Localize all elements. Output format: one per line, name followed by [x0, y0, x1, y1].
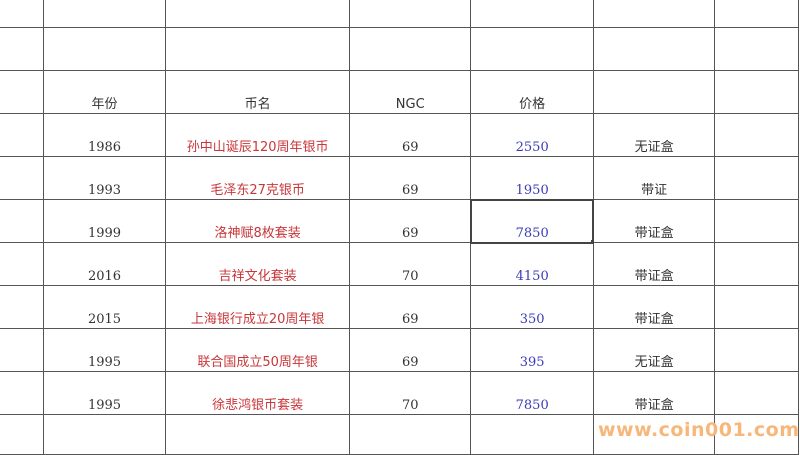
cell-price[interactable]: 1950: [470, 156, 594, 200]
cell[interactable]: [165, 414, 350, 455]
cell[interactable]: [714, 156, 799, 200]
cell[interactable]: [470, 414, 594, 455]
cell[interactable]: [714, 113, 799, 157]
cell-ngc[interactable]: 69: [348, 113, 472, 157]
table-row: 1993 毛泽东27克银币 69 1950 带证: [0, 156, 799, 200]
cell[interactable]: [0, 113, 44, 157]
cell-name[interactable]: 洛神赋8枚套装: [165, 199, 350, 243]
cell[interactable]: [348, 414, 472, 455]
cell-ngc[interactable]: 70: [348, 242, 472, 286]
cell-name[interactable]: 上海银行成立20周年银: [165, 285, 350, 329]
cell-price[interactable]: 2550: [470, 113, 594, 157]
header-ngc[interactable]: NGC: [348, 70, 472, 114]
cell-year[interactable]: 1995: [42, 371, 167, 415]
cell-year[interactable]: 1999: [42, 199, 167, 243]
cell[interactable]: [42, 414, 167, 455]
cell[interactable]: [0, 199, 44, 243]
cell-box[interactable]: 带证盒: [592, 285, 716, 329]
table-row: 1995 联合国成立50周年银 69 395 无证盒: [0, 328, 799, 372]
cell[interactable]: [0, 414, 44, 455]
cell-price[interactable]: 4150: [470, 242, 594, 286]
header-box[interactable]: [592, 70, 716, 114]
table-row: 1986 孙中山诞辰120周年银币 69 2550 无证盒: [0, 113, 799, 157]
cell[interactable]: [42, 0, 167, 28]
cell-year[interactable]: 2016: [42, 242, 167, 286]
cell[interactable]: [470, 27, 594, 71]
cell-ngc[interactable]: 69: [348, 285, 472, 329]
cell-name[interactable]: 孙中山诞辰120周年银币: [165, 113, 350, 157]
cell-ngc[interactable]: 70: [348, 371, 472, 415]
cell[interactable]: [0, 27, 44, 71]
cell-box[interactable]: 带证盒: [592, 199, 716, 243]
cell[interactable]: [165, 27, 350, 71]
cell[interactable]: [42, 27, 167, 71]
cell-box[interactable]: 无证盒: [592, 113, 716, 157]
cell-ngc[interactable]: 69: [348, 156, 472, 200]
cell[interactable]: [714, 27, 799, 71]
fill-handle[interactable]: [590, 240, 593, 242]
cell[interactable]: [0, 242, 44, 286]
cell-year[interactable]: 1995: [42, 328, 167, 372]
table-row: 2016 吉祥文化套装 70 4150 带证盒: [0, 242, 799, 286]
cell-price[interactable]: 395: [470, 328, 594, 372]
cell-year[interactable]: 2015: [42, 285, 167, 329]
cell[interactable]: [470, 0, 594, 28]
cell-name[interactable]: 毛泽东27克银币: [165, 156, 350, 200]
table-row: 1995 徐悲鸿银币套装 70 7850 带证盒: [0, 371, 799, 415]
header-name[interactable]: 币名: [165, 70, 350, 114]
cell[interactable]: [348, 0, 472, 28]
cell[interactable]: [714, 199, 799, 243]
cell[interactable]: [0, 70, 44, 114]
cell[interactable]: [714, 285, 799, 329]
cell-ngc[interactable]: 69: [348, 199, 472, 243]
cell-box[interactable]: 带证盒: [592, 371, 716, 415]
cell[interactable]: [165, 0, 350, 28]
cell[interactable]: [714, 242, 799, 286]
cell[interactable]: [714, 70, 799, 114]
cell-ngc[interactable]: 69: [348, 328, 472, 372]
cell-name[interactable]: 徐悲鸿银币套装: [165, 371, 350, 415]
empty-row: [0, 27, 799, 71]
cell[interactable]: [0, 371, 44, 415]
watermark: www.coin001.com: [598, 419, 800, 441]
empty-row: [0, 0, 799, 28]
cell-name[interactable]: 吉祥文化套装: [165, 242, 350, 286]
table-row: 1999 洛神赋8枚套装 69 7850 带证盒: [0, 198, 799, 244]
cell[interactable]: [592, 27, 716, 71]
cell[interactable]: [714, 0, 799, 28]
cell-price[interactable]: 7850: [469, 198, 595, 244]
header-row: 年份 币名 NGC 价格: [0, 70, 799, 114]
cell[interactable]: [0, 156, 44, 200]
cell[interactable]: [0, 328, 44, 372]
header-price[interactable]: 价格: [470, 70, 594, 114]
cell[interactable]: [714, 371, 799, 415]
cell[interactable]: [348, 27, 472, 71]
header-year[interactable]: 年份: [42, 70, 167, 114]
cell-year[interactable]: 1986: [42, 113, 167, 157]
cell-box[interactable]: 无证盒: [592, 328, 716, 372]
cell-name[interactable]: 联合国成立50周年银: [165, 328, 350, 372]
cell[interactable]: [714, 328, 799, 372]
cell-price[interactable]: 7850: [470, 371, 594, 415]
cell[interactable]: [0, 285, 44, 329]
cell[interactable]: [592, 0, 716, 28]
cell-box[interactable]: 带证盒: [592, 242, 716, 286]
cell-box[interactable]: 带证: [592, 156, 716, 200]
cell-price[interactable]: 350: [470, 285, 594, 329]
table-row: 2015 上海银行成立20周年银 69 350 带证盒: [0, 285, 799, 329]
cell[interactable]: [0, 0, 44, 28]
cell-year[interactable]: 1993: [42, 156, 167, 200]
